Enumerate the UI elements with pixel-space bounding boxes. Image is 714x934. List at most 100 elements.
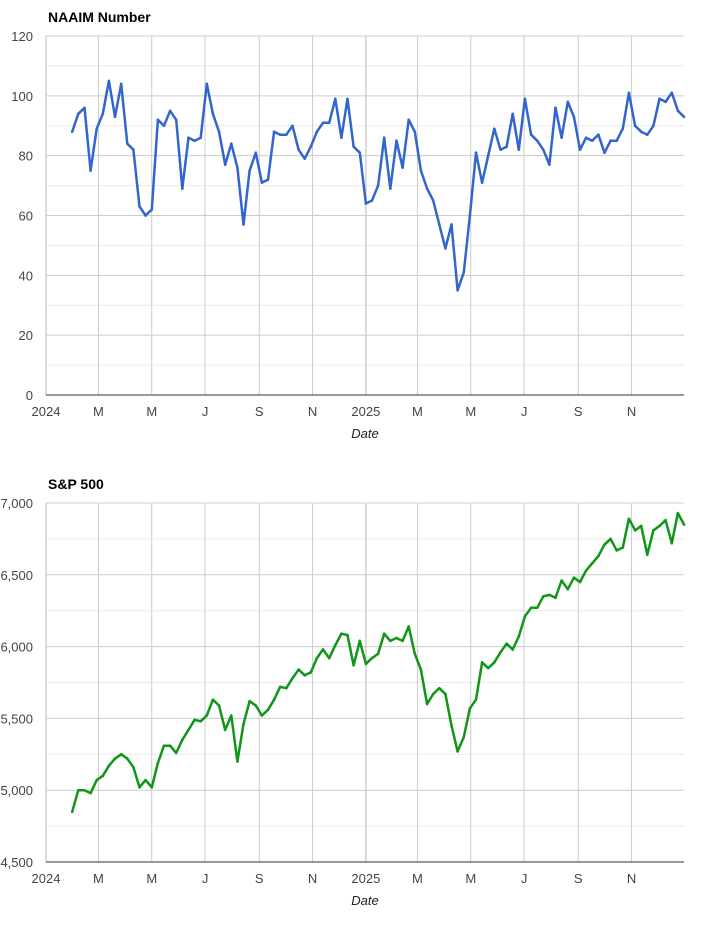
data-point	[425, 187, 429, 190]
data-point	[260, 181, 264, 184]
y-tick-label: 40	[19, 268, 33, 283]
data-point	[609, 537, 612, 541]
data-point	[358, 151, 362, 154]
data-point	[352, 145, 355, 148]
data-point	[181, 738, 184, 742]
data-point	[437, 686, 441, 690]
x-tick-label: J	[202, 871, 209, 886]
data-point	[285, 133, 288, 137]
data-point	[352, 663, 355, 667]
data-point	[205, 82, 209, 86]
data-point	[505, 145, 508, 148]
data-point	[132, 765, 135, 769]
data-point	[217, 130, 221, 134]
data-point	[578, 580, 582, 584]
x-tick-label: S	[255, 871, 264, 886]
x-tick-label: M	[93, 404, 104, 419]
data-point	[474, 151, 478, 154]
data-point	[480, 181, 484, 184]
data-point	[327, 121, 331, 125]
data-point	[77, 112, 80, 116]
x-tick-label: N	[627, 404, 636, 419]
x-tick-label: J	[521, 871, 528, 886]
data-point	[676, 109, 680, 113]
x-tick-label: M	[146, 871, 157, 886]
data-point	[560, 136, 563, 140]
data-point	[193, 139, 196, 143]
y-tick-label: 120	[11, 29, 33, 44]
data-point	[132, 148, 135, 151]
data-point	[181, 187, 184, 190]
data-point	[413, 130, 417, 134]
data-point	[144, 778, 147, 782]
data-point	[566, 587, 570, 591]
x-tick-label: M	[412, 871, 423, 886]
data-point	[517, 148, 521, 151]
data-point	[584, 136, 588, 140]
data-point	[572, 115, 576, 119]
data-point	[499, 148, 502, 151]
y-tick-label: 20	[19, 328, 33, 343]
data-point	[462, 271, 466, 274]
data-point	[444, 692, 447, 696]
data-point	[199, 136, 202, 140]
data-point	[652, 528, 655, 532]
data-point	[682, 115, 686, 119]
data-point	[174, 118, 178, 122]
data-point	[297, 148, 300, 151]
data-point	[107, 764, 111, 768]
x-tick-label: N	[308, 871, 317, 886]
data-point	[150, 786, 154, 789]
data-point	[248, 699, 251, 703]
data-point	[303, 157, 306, 160]
data-point	[566, 100, 570, 104]
data-point	[529, 133, 533, 137]
y-tick-label: 5,000	[0, 783, 33, 798]
data-point	[444, 247, 447, 250]
data-point	[493, 127, 496, 131]
data-point	[389, 639, 392, 643]
y-tick-label: 6,500	[0, 568, 33, 583]
data-point	[603, 151, 606, 154]
data-point	[291, 124, 294, 128]
data-point	[285, 686, 288, 690]
data-point	[450, 223, 453, 226]
x-tick-label: N	[627, 871, 636, 886]
data-point	[168, 109, 172, 113]
data-point	[376, 652, 380, 656]
data-point	[486, 154, 490, 157]
data-point	[70, 810, 74, 814]
series-line	[70, 511, 686, 813]
data-point	[603, 543, 606, 546]
y-tick-label: 6,000	[0, 640, 33, 655]
data-point	[535, 139, 539, 143]
data-point	[346, 97, 349, 101]
data-point	[419, 169, 423, 172]
x-tick-label: M	[93, 871, 104, 886]
data-point	[364, 202, 368, 205]
data-point	[236, 760, 239, 763]
data-point	[138, 205, 141, 208]
data-point	[223, 163, 227, 166]
data-point	[541, 148, 545, 151]
data-point	[211, 112, 215, 116]
x-tick-label: 2024	[32, 404, 61, 419]
data-point	[119, 753, 123, 756]
data-point	[70, 130, 74, 134]
data-point	[340, 632, 343, 635]
data-point	[505, 642, 508, 646]
data-point	[278, 133, 282, 137]
data-point	[187, 136, 190, 140]
data-point	[229, 714, 233, 717]
x-tick-label: S	[574, 871, 583, 886]
data-point	[138, 786, 141, 789]
data-point	[664, 518, 667, 522]
data-point	[658, 97, 661, 101]
data-point	[554, 596, 557, 600]
data-point	[370, 656, 374, 660]
data-point	[541, 595, 545, 598]
data-point	[468, 707, 472, 710]
x-tick-label: M	[146, 404, 157, 419]
x-tick-label: M	[465, 871, 476, 886]
data-point	[621, 546, 625, 549]
